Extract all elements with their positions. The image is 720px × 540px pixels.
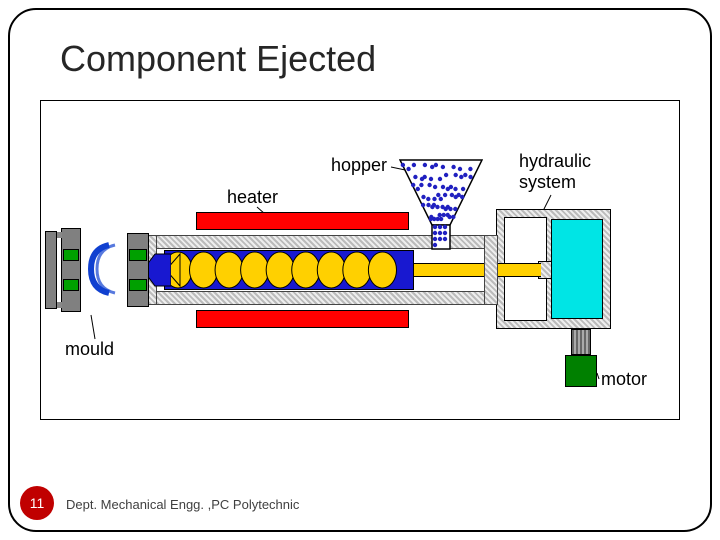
barrel-bottom [156, 291, 486, 305]
heater-top [196, 212, 409, 230]
mould-insert-bot-fixed [129, 279, 147, 291]
page-number: 11 [30, 495, 45, 511]
page-number-badge: 11 [20, 486, 54, 520]
mould-fixed-plate [127, 233, 149, 307]
footer-text: Dept. Mechanical Engg. ,PC Polytechnic [66, 497, 299, 512]
heater-bottom [196, 310, 409, 328]
mould-insert-bot-move [63, 279, 79, 291]
motor-gearshaft [571, 329, 591, 355]
diagram-container: hopper hydraulic system heater mould mot… [40, 100, 680, 420]
tiebar-bot [57, 302, 62, 308]
barrel-end-right [484, 235, 498, 305]
tiebar-top [57, 232, 62, 238]
mould-moving-plate [61, 228, 81, 312]
hopper-funnel [399, 159, 483, 251]
screw-flights [164, 250, 414, 290]
mould-back-plate [45, 231, 57, 309]
hydraulic-tank [551, 219, 603, 319]
ejected-part-icon [85, 241, 121, 297]
mould-insert-top-move [63, 249, 79, 261]
mould-insert-top-fixed [129, 249, 147, 261]
slide-title: Component Ejected [60, 38, 376, 80]
motor-box [565, 355, 597, 387]
